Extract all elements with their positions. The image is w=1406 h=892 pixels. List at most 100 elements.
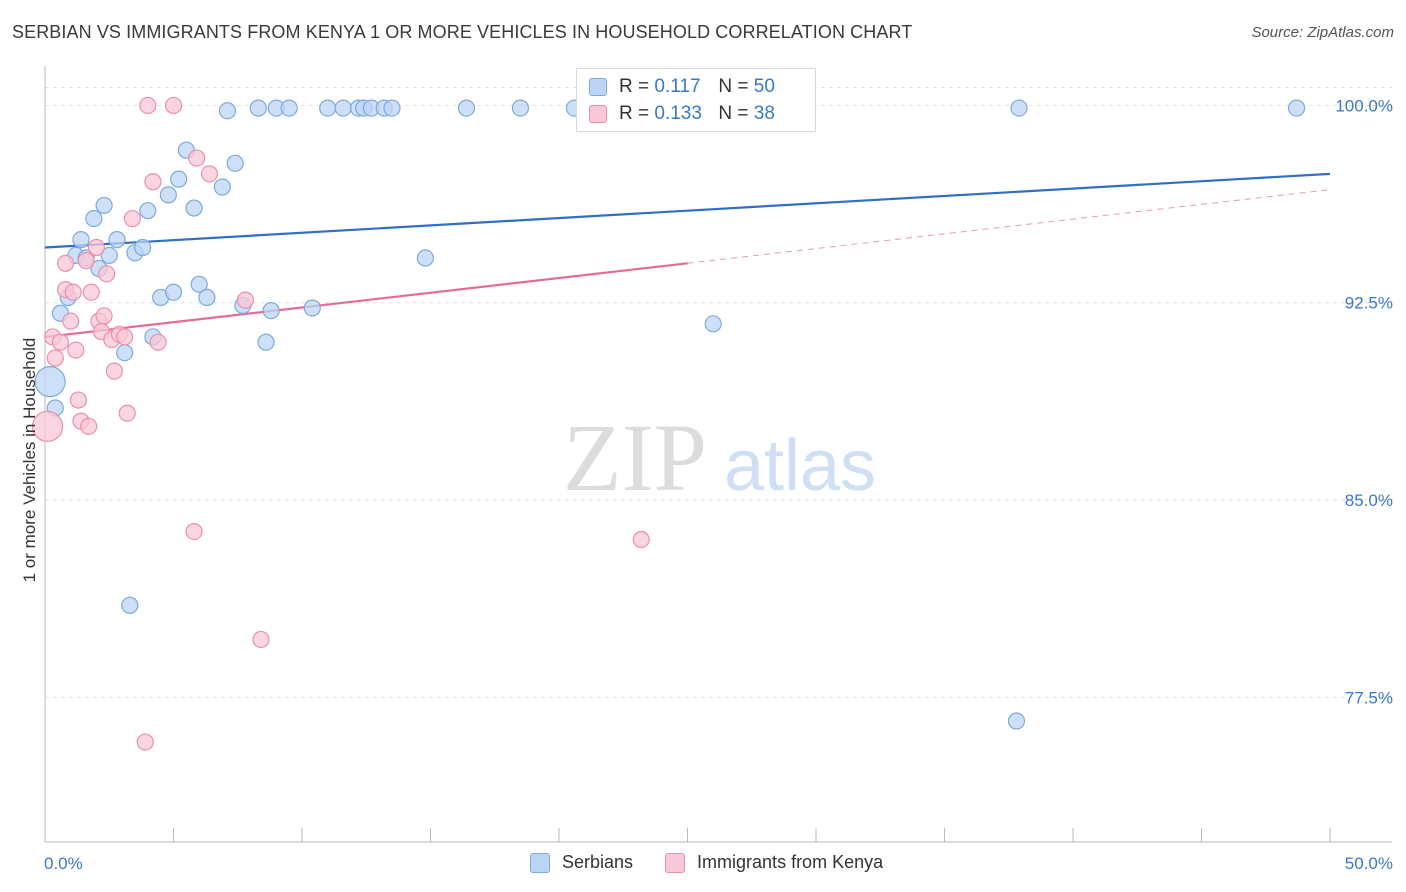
legend-r-label: R = bbox=[619, 76, 650, 97]
serbian-point bbox=[280, 99, 298, 117]
kenya-point bbox=[77, 252, 95, 270]
bottom-legend-kenya[interactable]: Immigrants from Kenya bbox=[665, 852, 883, 873]
trend-layer bbox=[44, 172, 1331, 339]
legend-swatch-blue bbox=[589, 78, 607, 96]
serbian-point bbox=[511, 99, 530, 117]
legend-n-kenya: 38 bbox=[753, 103, 775, 124]
serbian-point bbox=[1010, 99, 1028, 117]
serbian-point bbox=[85, 209, 103, 228]
y-tick-label: 77.5% bbox=[1345, 688, 1393, 707]
points-layer bbox=[31, 96, 1306, 751]
legend-r-kenya: 0.133 bbox=[654, 103, 702, 124]
kenya-point bbox=[62, 312, 80, 330]
serbian-point bbox=[134, 238, 152, 257]
serbian-point bbox=[34, 366, 66, 398]
kenya-trend-line bbox=[44, 262, 688, 339]
kenya-point bbox=[31, 410, 64, 442]
serbians-swatch bbox=[530, 852, 550, 873]
y-tick-label: 85.0% bbox=[1345, 491, 1393, 510]
kenya-point bbox=[139, 96, 157, 115]
watermark-atlas: atlas bbox=[724, 426, 876, 506]
serbian-point bbox=[383, 99, 401, 117]
y-axis-label: 1 or more Vehicles in Household bbox=[20, 337, 39, 583]
tick-label-layer: 77.5% 85.0% 92.5% 100.0% 0.0% 50.0% bbox=[44, 96, 1393, 873]
legend-r-serbians: 0.117 bbox=[654, 76, 701, 97]
stats-legend: R = 0.117 N = 50 R = 0.133 N = 38 bbox=[576, 68, 816, 132]
watermark-zip: ZIP bbox=[563, 404, 707, 511]
watermark: ZIP atlas bbox=[563, 404, 876, 511]
serbian-point bbox=[164, 283, 183, 301]
kenya-point bbox=[136, 733, 154, 751]
serbians-legend-label: Serbians bbox=[562, 852, 634, 872]
kenya-point bbox=[51, 333, 70, 351]
kenya-point bbox=[80, 417, 98, 435]
kenya-point bbox=[118, 404, 136, 422]
kenya-point bbox=[64, 283, 82, 301]
legend-row-serbians: R = 0.117 N = 50 bbox=[589, 75, 775, 99]
axis-layer bbox=[44, 66, 1392, 843]
kenya-swatch bbox=[665, 852, 686, 873]
kenya-point bbox=[185, 522, 203, 541]
serbian-point bbox=[416, 249, 434, 267]
kenya-point bbox=[149, 333, 167, 351]
serbian-point bbox=[116, 344, 134, 362]
y-tick-label: 92.5% bbox=[1345, 294, 1393, 313]
serbian-point bbox=[1287, 99, 1306, 117]
serbian-point bbox=[457, 99, 476, 117]
kenya-point bbox=[95, 307, 113, 325]
source-label: Source: ZipAtlas.com bbox=[1251, 24, 1394, 41]
chart-title: SERBIAN VS IMMIGRANTS FROM KENYA 1 OR MO… bbox=[12, 22, 913, 42]
legend-r-label: R = bbox=[619, 103, 650, 124]
serbian-point bbox=[72, 231, 90, 249]
serbian-point bbox=[1007, 712, 1026, 730]
legend-n-label: N = bbox=[718, 103, 749, 124]
serbian-point bbox=[218, 102, 237, 120]
serbian-point bbox=[213, 178, 231, 196]
kenya-point bbox=[46, 349, 64, 367]
kenya-point bbox=[82, 283, 100, 301]
kenya-point bbox=[67, 341, 85, 359]
kenya-legend-label: Immigrants from Kenya bbox=[697, 852, 884, 872]
kenya-point bbox=[144, 173, 162, 191]
serbian-point bbox=[249, 99, 267, 117]
kenya-point bbox=[188, 149, 206, 167]
kenya-point bbox=[105, 362, 123, 380]
serbian-point bbox=[704, 315, 722, 333]
serbian-point bbox=[95, 196, 113, 215]
kenya-point bbox=[632, 530, 650, 549]
y-tick-label: 100.0% bbox=[1335, 96, 1393, 115]
kenya-point bbox=[87, 238, 106, 257]
serbian-point bbox=[108, 231, 126, 249]
serbians-trend-line bbox=[44, 172, 1331, 249]
legend-n-serbians: 50 bbox=[753, 76, 775, 97]
serbian-point bbox=[303, 299, 321, 317]
kenya-point bbox=[56, 254, 75, 272]
serbian-point bbox=[100, 246, 118, 264]
serbian-point bbox=[185, 199, 203, 217]
serbian-point bbox=[226, 154, 244, 172]
grid-layer bbox=[45, 86, 1392, 698]
legend-row-kenya: R = 0.133 N = 38 bbox=[589, 102, 775, 126]
kenya-point bbox=[200, 165, 219, 183]
bottom-legend-serbians[interactable]: Serbians bbox=[530, 852, 633, 873]
serbian-point bbox=[159, 186, 177, 204]
kenya-point bbox=[98, 265, 116, 283]
serbian-point bbox=[257, 333, 275, 351]
y-axis-label-wrap: 1 or more Vehicles in Household bbox=[18, 0, 42, 892]
serbian-point bbox=[139, 202, 157, 220]
x-tick-label: 50.0% bbox=[1345, 854, 1393, 873]
kenya-point bbox=[236, 291, 255, 309]
kenya-point bbox=[123, 209, 141, 228]
legend-n-label: N = bbox=[718, 76, 749, 97]
serbian-point bbox=[319, 99, 337, 117]
serbian-point bbox=[198, 288, 216, 307]
bottom-legend: Serbians Immigrants from Kenya bbox=[530, 852, 915, 873]
serbian-point bbox=[170, 170, 188, 188]
serbian-point bbox=[334, 99, 352, 117]
kenya-point bbox=[164, 96, 183, 115]
kenya-point bbox=[252, 630, 270, 649]
serbian-point bbox=[121, 596, 139, 614]
legend-swatch-pink bbox=[589, 105, 607, 123]
kenya-trend-extension bbox=[687, 189, 1331, 264]
